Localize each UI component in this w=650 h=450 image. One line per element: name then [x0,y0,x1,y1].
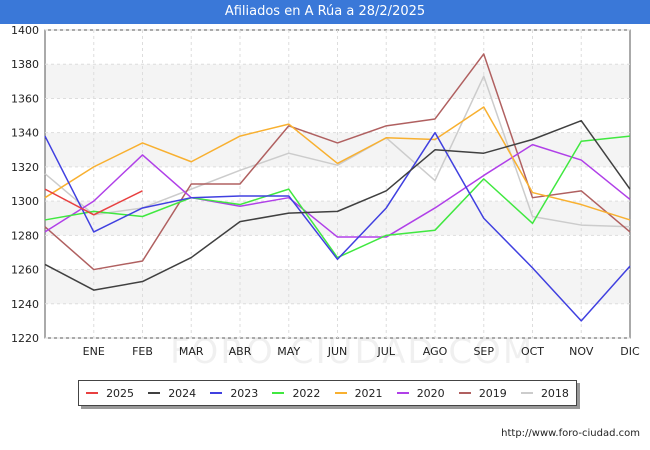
y-tick-label: 1300 [11,195,39,208]
legend-item-2024: 2024 [148,387,196,400]
x-tick-label: MAR [179,345,204,358]
legend-swatch [210,392,223,394]
x-axis-ticks: ENE FEB MAR ABR MAY JUN JUL AGO SEP OCT NOV DIC [83,345,640,358]
legend-item-2018: 2018 [520,386,569,400]
x-tick-label: SEP [473,345,494,358]
source-url: http://www.foro-ciudad.com [501,428,640,439]
x-tick-label: ABR [229,345,252,358]
grid-lines [45,29,630,339]
legend: 2025 2024 2023 2022 2021 2020 2019 2018 [78,380,577,406]
x-tick-label: NOV [569,345,594,358]
x-tick-label: MAY [277,345,300,358]
y-tick-label: 1220 [11,332,39,345]
y-tick-label: 1380 [11,58,39,71]
legend-label: 2019 [478,386,507,400]
grid-band [45,30,630,65]
series-line-2021 [44,106,631,221]
legend-label: 2022 [292,386,321,400]
grid-band [45,132,630,167]
y-tick-label: 1240 [11,298,39,311]
plot-background [44,29,631,339]
x-tick-label: JUN [327,345,348,358]
y-axis-ticks: 1220 1240 1260 1280 1300 1320 1340 1360 1380 1400 [11,24,39,345]
legend-item-2025: 2025 [86,387,134,400]
watermark: FORO-CIUDAD.COM [170,332,535,372]
series-line-2020 [44,143,631,238]
legend-item-2019: 2019 [458,386,507,400]
legend-item-2021: 2021 [334,386,383,400]
y-tick-label: 1340 [11,127,39,140]
legend-item-2020: 2020 [396,386,445,400]
x-tick-label: ENE [83,345,105,358]
y-tick-label: 1280 [11,229,39,242]
legend-label: 2018 [540,386,569,400]
legend-swatch [458,392,471,394]
series-line-2024 [44,119,631,291]
x-tick-label: OCT [521,345,544,358]
grid-band [45,269,630,304]
x-tick-label: DIC [620,345,640,358]
series-lines [44,53,631,322]
x-tick-label: JUL [377,345,396,358]
y-tick-label: 1360 [11,92,39,105]
legend-item-2022: 2022 [272,387,320,400]
y-tick-label: 1260 [11,264,39,277]
x-tick-label: FEB [132,345,153,358]
series-line-2025 [44,188,143,216]
legend-item-2023: 2023 [210,387,258,400]
legend-label: 2020 [416,386,445,400]
legend-swatch [520,392,533,394]
grid-band [45,64,630,99]
legend-label: 2021 [354,386,383,400]
legend-swatch [272,392,285,394]
y-tick-label: 1400 [11,24,39,37]
legend-label: 2024 [168,386,197,400]
legend-swatch [148,392,161,394]
legend-swatch [334,392,347,394]
y-tick-label: 1320 [11,161,39,174]
series-line-2022 [44,135,631,259]
legend-swatch [396,392,409,394]
legend-label: 2023 [230,386,259,400]
series-line-2023 [44,131,631,322]
chart-title: Afiliados en A Rúa a 28/2/2025 [0,0,650,24]
legend-label: 2025 [106,386,135,400]
legend-swatch [86,392,99,394]
x-tick-label: AGO [423,345,448,358]
series-line-2019 [44,53,631,271]
